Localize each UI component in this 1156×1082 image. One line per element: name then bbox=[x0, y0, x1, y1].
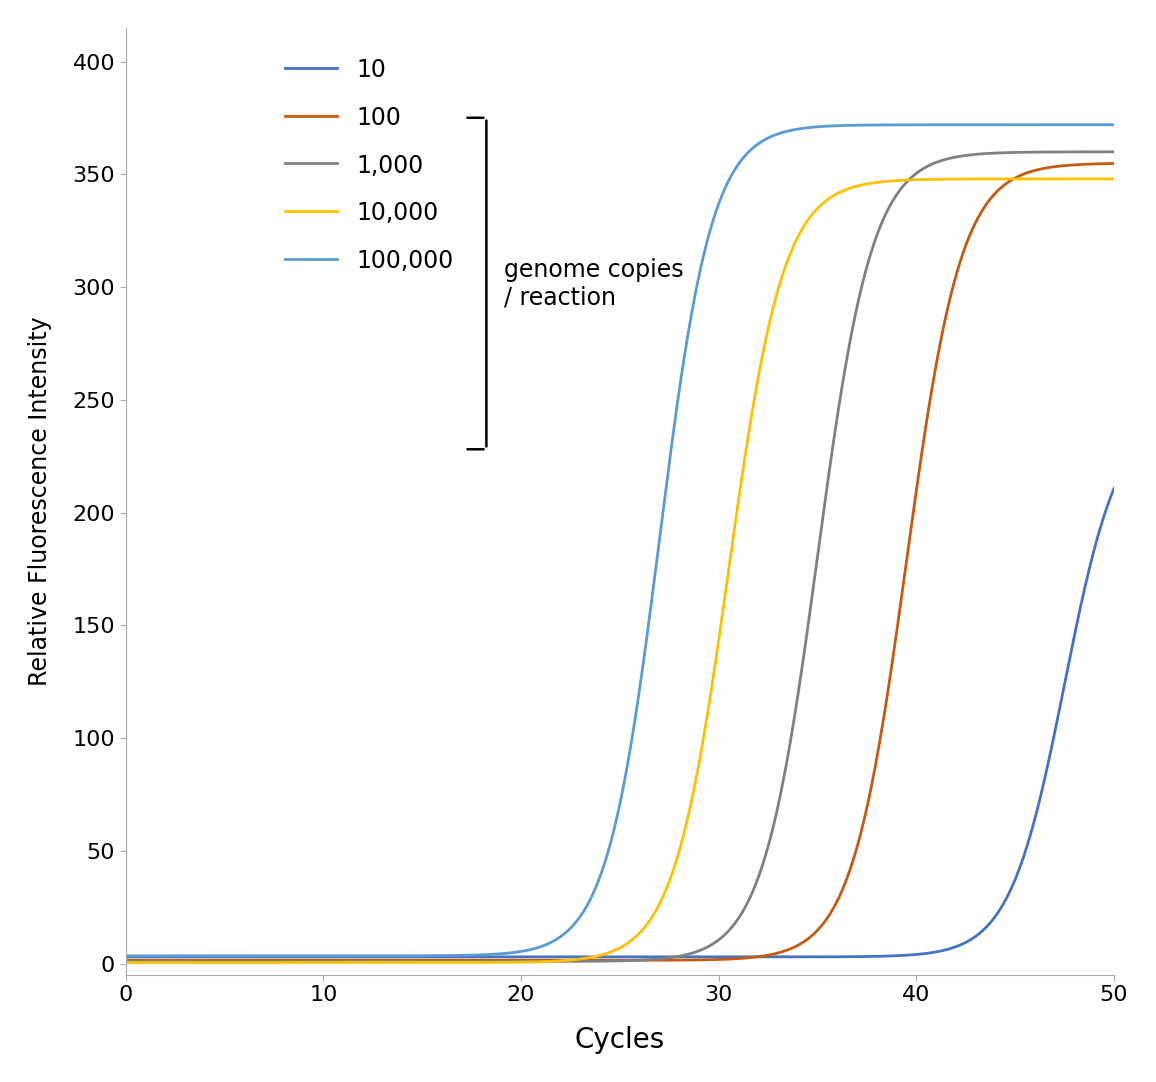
100 bbox=[169, 954, 183, 967]
10,000 bbox=[119, 956, 133, 969]
1,000 bbox=[119, 955, 133, 968]
X-axis label: Cycles: Cycles bbox=[575, 1026, 665, 1054]
Text: genome copies
/ reaction: genome copies / reaction bbox=[504, 258, 684, 309]
10,000 bbox=[169, 956, 183, 969]
1,000 bbox=[1107, 145, 1121, 158]
100 bbox=[897, 573, 911, 586]
1,000 bbox=[169, 955, 183, 968]
10 bbox=[169, 950, 183, 963]
100 bbox=[1107, 157, 1121, 170]
10 bbox=[599, 950, 613, 963]
100,000 bbox=[1077, 118, 1091, 131]
10 bbox=[1077, 581, 1091, 594]
10 bbox=[1107, 483, 1121, 496]
Line: 100,000: 100,000 bbox=[126, 124, 1114, 955]
100 bbox=[1077, 158, 1091, 171]
10,000 bbox=[573, 952, 587, 965]
Line: 100: 100 bbox=[126, 163, 1114, 961]
10,000 bbox=[1079, 172, 1092, 185]
100,000 bbox=[1079, 118, 1092, 131]
100,000 bbox=[897, 118, 911, 131]
100 bbox=[573, 954, 587, 967]
1,000 bbox=[897, 179, 911, 192]
1,000 bbox=[1077, 145, 1091, 158]
100 bbox=[1079, 158, 1092, 171]
Line: 10,000: 10,000 bbox=[126, 179, 1114, 963]
Legend: 10, 100, 1,000, 10,000, 100,000: 10, 100, 1,000, 10,000, 100,000 bbox=[276, 49, 462, 282]
Line: 1,000: 1,000 bbox=[126, 151, 1114, 962]
10,000 bbox=[897, 174, 911, 187]
Line: 10: 10 bbox=[126, 489, 1114, 956]
10,000 bbox=[1077, 172, 1091, 185]
10,000 bbox=[1107, 172, 1121, 185]
100 bbox=[119, 954, 133, 967]
10,000 bbox=[599, 947, 613, 960]
100,000 bbox=[169, 949, 183, 962]
1,000 bbox=[599, 954, 613, 967]
10 bbox=[119, 950, 133, 963]
100,000 bbox=[119, 949, 133, 962]
1,000 bbox=[1079, 145, 1092, 158]
10 bbox=[897, 949, 911, 962]
10 bbox=[573, 950, 587, 963]
100,000 bbox=[573, 910, 587, 923]
100,000 bbox=[1107, 118, 1121, 131]
10 bbox=[1079, 579, 1092, 592]
1,000 bbox=[573, 954, 587, 967]
100,000 bbox=[599, 852, 613, 865]
100 bbox=[599, 954, 613, 967]
Y-axis label: Relative Fluorescence Intensity: Relative Fluorescence Intensity bbox=[28, 317, 52, 686]
